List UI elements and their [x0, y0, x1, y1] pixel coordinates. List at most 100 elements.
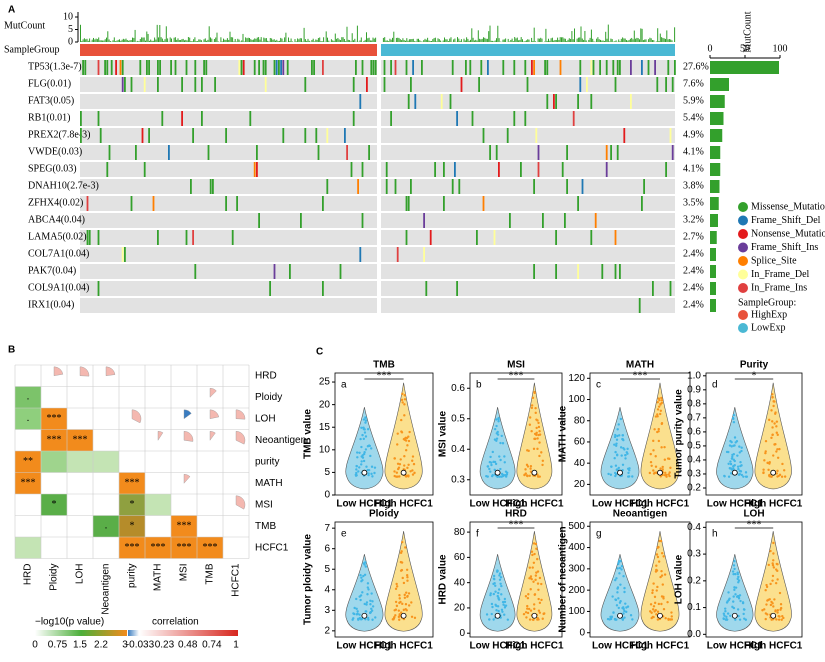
mutation-cell [405, 230, 408, 245]
jitter-dot [493, 578, 496, 581]
corr-cell [67, 429, 93, 451]
cell-sig: * [130, 521, 135, 532]
corr-cell [119, 537, 145, 559]
corr-cell [93, 451, 119, 473]
jitter-dot [541, 459, 545, 463]
jitter-dot [403, 403, 406, 406]
legend-tick: 0.74 [202, 640, 222, 651]
mutcount-bar [249, 37, 250, 42]
jitter-dot [361, 591, 364, 594]
mutcount-bar [315, 39, 317, 42]
mutcount-bar [463, 38, 465, 42]
jitter-dot [725, 615, 728, 619]
mutation-cell [542, 213, 544, 228]
mutation-cell [616, 145, 619, 160]
jitter-dot [615, 618, 618, 621]
mutcount-bar [416, 38, 418, 42]
mutcount-bar [373, 38, 375, 42]
jitter-dot [775, 420, 779, 423]
mutation-cell [359, 247, 362, 262]
mutcount-bar [115, 41, 117, 42]
mutcount-bar [269, 37, 271, 42]
sig-label: *** [509, 519, 524, 530]
mutcount-bar [382, 37, 384, 42]
jitter-dot [649, 452, 652, 456]
mutcount-bar [562, 37, 564, 42]
mutcount-bar [242, 33, 244, 42]
gene-label: FLG(0.01) [28, 78, 71, 89]
jitter-dot [654, 570, 658, 573]
mutcount-bar [398, 37, 400, 42]
mutcount-bar [600, 39, 601, 42]
jitter-dot [737, 579, 741, 582]
jitter-dot [782, 616, 785, 620]
jitter-dot [367, 618, 370, 621]
jitter-dot [411, 473, 415, 476]
jitter-dot [360, 579, 363, 583]
mutcount-bar [278, 40, 280, 42]
mutcount-bar [364, 39, 366, 42]
mutation-cell [185, 230, 188, 245]
legend-swatch [738, 256, 748, 266]
gene-label: FAT3(0.05) [28, 95, 74, 106]
mutcount-bar [405, 40, 406, 42]
jitter-dot [661, 583, 664, 586]
mutation-cell [669, 128, 672, 143]
mutation-cell [322, 281, 324, 296]
median-marker [731, 469, 738, 476]
jitter-dot [768, 461, 771, 464]
jitter-dot [485, 474, 488, 478]
jitter-dot [663, 573, 667, 576]
pct-label: 2.4% [683, 248, 704, 259]
mutcount-bar [384, 37, 386, 42]
y-tick-label: 500 [568, 521, 585, 532]
jitter-dot [772, 454, 775, 457]
mutcount-bar [558, 39, 560, 42]
jitter-dot [781, 462, 784, 466]
jitter-dot [772, 552, 775, 555]
mutation-cell [533, 264, 535, 279]
jitter-dot [618, 601, 622, 604]
jitter-dot [615, 454, 619, 457]
mutcount-bar [623, 38, 625, 42]
mutcount-bar [538, 38, 540, 42]
y-tick-label: 60 [454, 552, 466, 563]
jitter-dot [367, 588, 370, 591]
mutation-cell [170, 60, 172, 75]
mutcount-bar [468, 40, 470, 42]
mutcount-bar [626, 40, 627, 42]
jitter-dot [621, 434, 625, 437]
jitter-dot [731, 416, 735, 420]
jitter-dot [362, 418, 366, 421]
mutcount-bar [408, 39, 410, 42]
legend-tick: 3 [122, 640, 128, 651]
mutcount-bar [159, 24, 161, 42]
jitter-dot [352, 617, 355, 620]
mutcount-bar [80, 24, 81, 42]
mutcount-bar [662, 37, 664, 42]
mutation-cell [572, 111, 575, 126]
gene-label: LAMA5(0.02) [28, 231, 87, 242]
corr-cell [41, 408, 67, 430]
median-marker [361, 469, 368, 476]
legend-label: LowExp [751, 322, 785, 333]
pct-bar [710, 180, 720, 193]
mutcount-bar [453, 39, 455, 42]
mutcount-bar [619, 41, 621, 42]
median-marker [617, 469, 623, 476]
mutation-cell [610, 145, 612, 160]
mutation-cell [524, 60, 527, 75]
mutcount-bar [580, 26, 582, 42]
mutcount-bar [165, 26, 167, 42]
y-tick-label: 400 [568, 542, 585, 553]
jitter-dot [404, 439, 408, 442]
jitter-dot [400, 418, 403, 422]
jitter-dot [407, 435, 410, 438]
jitter-dot [764, 589, 767, 592]
mutation-cell [566, 145, 568, 160]
y-axis-label: MSI value [438, 411, 449, 458]
mutation-cell [143, 162, 146, 177]
jitter-dot [617, 423, 620, 426]
legend-tick: 0.48 [178, 640, 198, 651]
x-tick-label: Low HCFC1 [336, 499, 393, 510]
